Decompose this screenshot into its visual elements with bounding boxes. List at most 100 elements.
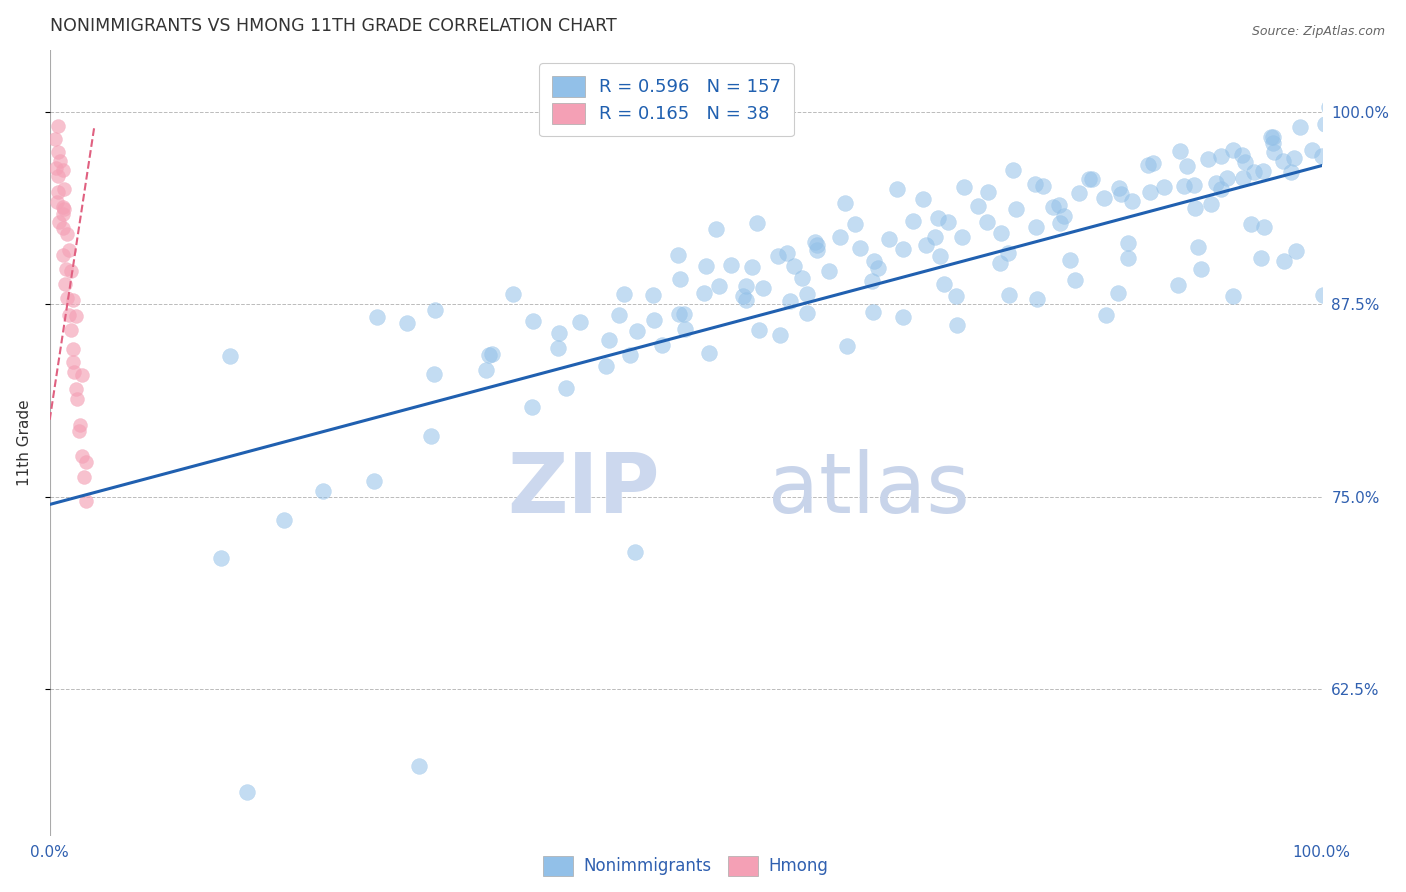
Point: [547, 326, 569, 341]
Point: [1024, 177, 1046, 191]
Point: [1189, 261, 1212, 276]
Point: [48, 153, 70, 168]
Point: [1240, 217, 1263, 231]
Point: [1199, 196, 1222, 211]
Point: [1263, 145, 1285, 159]
Point: [46, 185, 69, 199]
Point: [66, 392, 89, 407]
Point: [641, 288, 664, 302]
Point: [950, 230, 973, 244]
Point: [1260, 130, 1282, 145]
Point: [886, 182, 908, 196]
Point: [1002, 163, 1025, 178]
Point: [547, 341, 569, 355]
Point: [52, 221, 75, 235]
Point: [1251, 164, 1274, 178]
Point: [796, 286, 818, 301]
Point: [862, 305, 884, 319]
Point: [707, 279, 730, 293]
Point: [953, 179, 976, 194]
Point: [65, 309, 87, 323]
Point: [1116, 235, 1139, 250]
Point: [626, 325, 648, 339]
Point: [1288, 120, 1310, 134]
Point: [52, 200, 75, 214]
Point: [692, 286, 714, 301]
Point: [891, 242, 914, 256]
Point: [766, 249, 789, 263]
Point: [929, 249, 952, 263]
Point: [52, 207, 75, 221]
Point: [1211, 182, 1233, 196]
Point: [209, 550, 232, 565]
Point: [53, 277, 76, 291]
Point: [673, 307, 696, 321]
Point: [779, 294, 801, 309]
Point: [67, 424, 90, 438]
Point: [1312, 287, 1334, 301]
Point: [63, 365, 86, 379]
Point: [849, 241, 872, 255]
Point: [219, 349, 242, 363]
Point: [312, 484, 335, 499]
Point: [1205, 177, 1227, 191]
Point: [1121, 194, 1143, 208]
Point: [731, 288, 754, 302]
Point: [70, 449, 93, 463]
Point: [1025, 219, 1047, 234]
Point: [796, 306, 818, 320]
Point: [1253, 220, 1275, 235]
Text: Source: ZipAtlas.com: Source: ZipAtlas.com: [1251, 25, 1385, 38]
Point: [1285, 244, 1308, 259]
Point: [1282, 151, 1305, 165]
Point: [555, 381, 578, 395]
Point: [55, 262, 77, 277]
Point: [613, 286, 636, 301]
Point: [1232, 148, 1254, 162]
Point: [236, 785, 259, 799]
Point: [1175, 159, 1198, 173]
Point: [475, 362, 498, 376]
Point: [619, 348, 641, 362]
Text: atlas: atlas: [768, 450, 970, 531]
Point: [363, 474, 385, 488]
Point: [75, 455, 97, 469]
Point: [695, 260, 717, 274]
Point: [52, 248, 75, 262]
Point: [1281, 165, 1303, 179]
Point: [862, 274, 884, 288]
Point: [52, 163, 75, 178]
Point: [1136, 158, 1159, 172]
Point: [46, 119, 69, 133]
Point: [751, 281, 773, 295]
Point: [1032, 179, 1054, 194]
Point: [901, 214, 924, 228]
Point: [595, 359, 617, 373]
Point: [704, 222, 727, 236]
Point: [1243, 165, 1265, 179]
Point: [967, 199, 990, 213]
Point: [623, 545, 645, 559]
Point: [1272, 153, 1295, 168]
Point: [62, 293, 84, 307]
Point: [748, 323, 770, 337]
Point: [1004, 202, 1026, 216]
Point: [741, 260, 763, 275]
Point: [1059, 252, 1081, 267]
Point: [1116, 251, 1139, 265]
Point: [818, 264, 841, 278]
Point: [1168, 144, 1191, 158]
Point: [927, 211, 949, 225]
Point: [915, 238, 938, 252]
Point: [697, 346, 720, 360]
Point: [651, 337, 673, 351]
Point: [69, 418, 91, 433]
Point: [1139, 186, 1161, 200]
Point: [46, 145, 69, 159]
Point: [56, 227, 79, 241]
Point: [48, 215, 70, 229]
Point: [1197, 152, 1219, 166]
Point: [776, 245, 799, 260]
Point: [1053, 209, 1076, 223]
Point: [911, 192, 934, 206]
